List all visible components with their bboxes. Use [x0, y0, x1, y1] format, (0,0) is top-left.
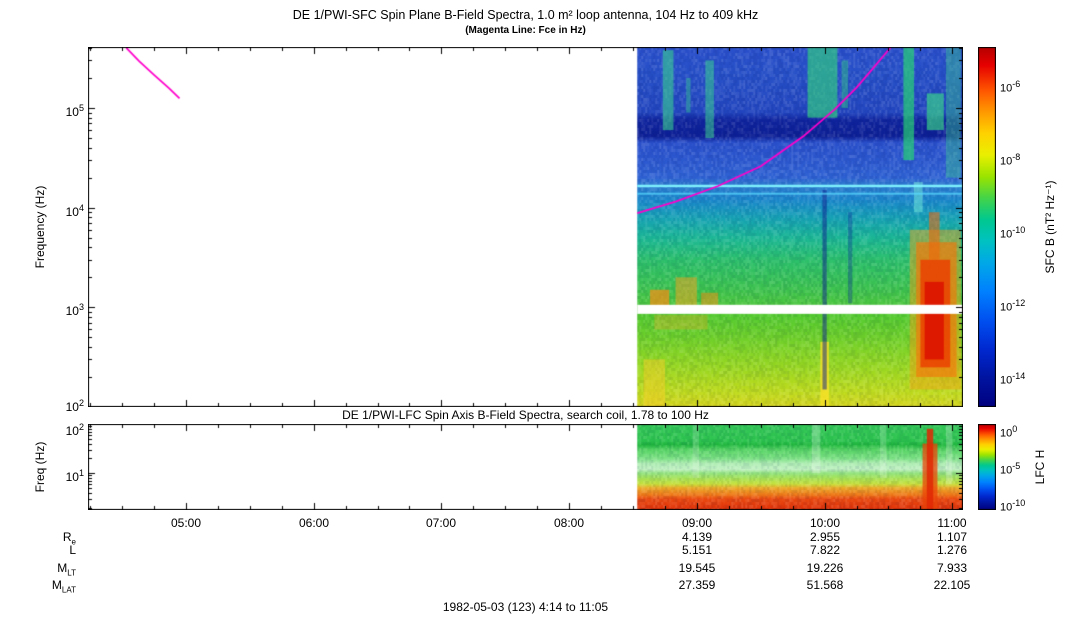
xtick-1000: 10:00: [809, 516, 841, 530]
lfc-colorbar: [978, 424, 996, 510]
eph-re-1000: 2.955: [809, 530, 841, 544]
lfc-cbtick-1e-5: 10-5: [1000, 461, 1021, 477]
figure-caption: 1982-05-03 (123) 4:14 to 11:05: [442, 600, 609, 614]
sfc-ytick-1e3: 103: [65, 302, 84, 318]
sfc-colorbar: [978, 47, 996, 407]
xtick-0900: 09:00: [681, 516, 713, 530]
eph-mlat-1100: 22.105: [933, 578, 971, 592]
xtick-0500: 05:00: [170, 516, 202, 530]
eph-label-l: L: [69, 543, 76, 557]
figure-title: DE 1/PWI-SFC Spin Plane B-Field Spectra,…: [292, 8, 759, 22]
lfc-spectrogram-canvas: [88, 424, 963, 510]
eph-label-mlat: MLAT: [51, 578, 76, 595]
sfc-ytick-1e4: 104: [65, 203, 84, 219]
lfc-colorbar-label: LFC H: [1033, 449, 1047, 485]
sfc-cbtick-1e-12: 10-12: [1000, 298, 1026, 314]
sfc-cbtick-1e-14: 10-14: [1000, 371, 1026, 387]
figure-subtitle: (Magenta Line: Fce in Hz): [465, 25, 586, 36]
sfc-y-axis-label: Frequency (Hz): [33, 185, 47, 269]
eph-l-1100: 1.276: [936, 543, 968, 557]
lfc-panel-title: DE 1/PWI-LFC Spin Axis B-Field Spectra, …: [342, 408, 709, 422]
lfc-cbtick-1e-10: 10-10: [1000, 498, 1026, 514]
sfc-colorbar-label: SFC B (nT² Hz⁻¹): [1043, 180, 1057, 274]
sfc-spectrogram-canvas: [88, 47, 963, 407]
sfc-cbtick-1e-10: 10-10: [1000, 225, 1026, 241]
eph-re-0900: 4.139: [681, 530, 713, 544]
eph-mlt-1000: 19.226: [806, 561, 844, 575]
sfc-ytick-1e5: 105: [65, 103, 84, 119]
eph-mlt-1100: 7.933: [936, 561, 968, 575]
lfc-ytick-1e1: 101: [65, 468, 84, 484]
xtick-0700: 07:00: [425, 516, 457, 530]
xtick-0600: 06:00: [298, 516, 330, 530]
eph-l-1000: 7.822: [809, 543, 841, 557]
xtick-1100: 11:00: [937, 516, 967, 530]
eph-mlat-1000: 51.568: [806, 578, 844, 592]
lfc-ytick-1e2: 102: [65, 422, 84, 438]
eph-label-mlt: MLT: [57, 561, 76, 578]
eph-l-0900: 5.151: [681, 543, 713, 557]
eph-mlat-0900: 27.359: [678, 578, 716, 592]
sfc-ytick-1e2: 102: [65, 398, 84, 414]
eph-label-re: Re: [62, 530, 76, 547]
lfc-y-axis-label: Freq (Hz): [33, 441, 47, 493]
eph-re-1100: 1.107: [936, 530, 968, 544]
eph-mlt-0900: 19.545: [678, 561, 716, 575]
xtick-0800: 08:00: [553, 516, 585, 530]
lfc-cbtick-1e0: 100: [1000, 424, 1018, 440]
sfc-cbtick-1e-6: 10-6: [1000, 79, 1021, 95]
sfc-cbtick-1e-8: 10-8: [1000, 152, 1021, 168]
